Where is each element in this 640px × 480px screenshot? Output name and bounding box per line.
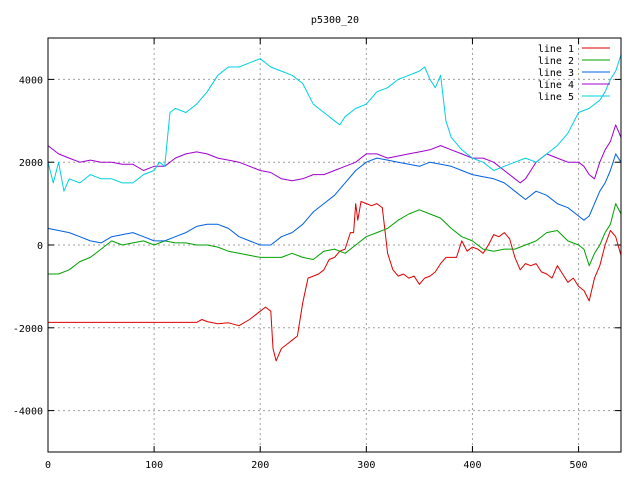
series-line-3	[47, 153, 622, 246]
y-tick-label: 4000	[19, 75, 43, 86]
series-line-1	[48, 201, 622, 362]
series-line-5	[47, 54, 622, 192]
axis-ticks: 0 100 200 300 400 500 -4000 -2000 0 2000 4000	[13, 38, 621, 471]
y-tick-label: -4000	[13, 407, 43, 418]
legend-label: line 2	[538, 56, 574, 67]
legend-label: line 1	[538, 44, 574, 55]
legend-label: line 4	[538, 80, 574, 91]
series-line-4	[47, 124, 622, 184]
y-tick-label: 2000	[19, 158, 43, 169]
x-tick-label: 0	[45, 460, 51, 471]
x-tick-label: 500	[570, 460, 588, 471]
x-tick-label: 100	[145, 460, 163, 471]
series-line-2	[48, 203, 622, 275]
legend-label: line 3	[538, 68, 574, 79]
chart-title: p5300_20	[311, 15, 359, 26]
x-tick-label: 400	[463, 460, 481, 471]
x-tick-label: 200	[251, 460, 269, 471]
y-tick-label: 0	[37, 241, 43, 252]
y-tick-label: -2000	[13, 324, 43, 335]
plot-frame	[47, 37, 622, 453]
x-tick-label: 300	[357, 460, 375, 471]
series-lines	[47, 54, 622, 362]
legend-label: line 5	[538, 92, 574, 103]
